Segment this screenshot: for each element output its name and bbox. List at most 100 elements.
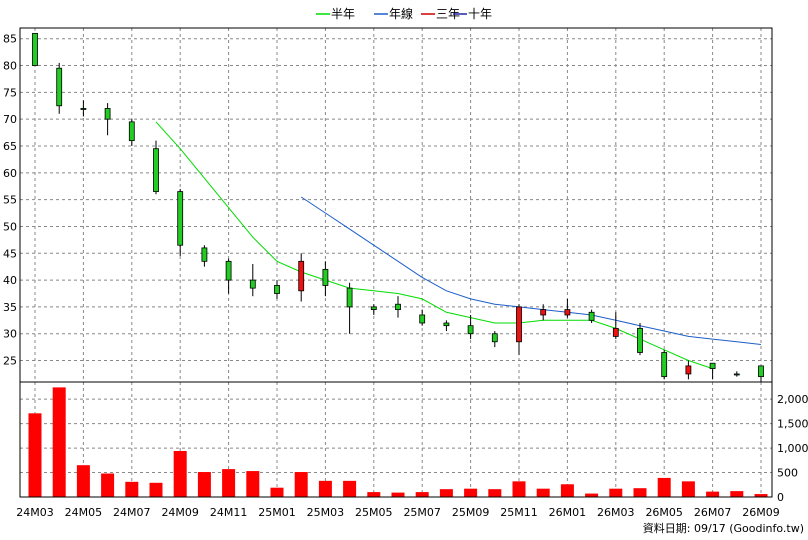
candle-9 xyxy=(249,264,256,297)
candle-body-10 xyxy=(274,285,280,294)
price-tick-label-12: 85 xyxy=(3,33,17,46)
x-tick-label-12: 26M03 xyxy=(597,506,635,519)
candle-17 xyxy=(443,320,450,332)
candle-13 xyxy=(346,282,353,334)
volume-bar-18 xyxy=(464,488,478,497)
volume-bar-15 xyxy=(391,492,405,497)
price-tick-label-3: 40 xyxy=(3,274,17,287)
price-tick-label-8: 65 xyxy=(3,140,17,153)
x-tick-labels: 24M03 24M05 24M07 24M09 24M11 25M01 25M03 25M05… xyxy=(16,506,780,519)
volume-bar-30 xyxy=(754,494,768,497)
price-y-tick-labels: 25 30 35 40 45 50 55 60 65 70 75 80 85 xyxy=(3,33,17,368)
price-tick-label-11: 80 xyxy=(3,60,17,73)
x-tick-label-6: 25M03 xyxy=(307,506,345,519)
candle-14 xyxy=(370,304,377,315)
volume-bar-26 xyxy=(657,477,671,497)
x-tick-label-10: 25M11 xyxy=(500,506,538,519)
candle-body-6 xyxy=(177,191,184,246)
candle-body-25 xyxy=(637,327,643,353)
volume-tick-label-3: 1,500 xyxy=(777,418,808,431)
volume-bar-24 xyxy=(609,488,623,497)
x-tick-label-4: 24M11 xyxy=(210,506,248,519)
candle-body-16 xyxy=(419,314,426,324)
volume-bar-22 xyxy=(560,484,574,497)
legend-label-0: 半年 xyxy=(331,7,355,21)
volume-bar-21 xyxy=(536,488,550,497)
candle-21 xyxy=(540,304,547,321)
x-tick-label-13: 26M05 xyxy=(645,506,683,519)
candle-body-9 xyxy=(249,279,256,289)
candle-body-13 xyxy=(346,287,353,308)
candle-24 xyxy=(612,312,619,340)
volume-bars xyxy=(28,387,768,497)
x-tick-label-8: 25M07 xyxy=(403,506,441,519)
x-tick-label-2: 24M07 xyxy=(113,506,151,519)
candle-11 xyxy=(298,253,305,302)
candle-body-0 xyxy=(32,32,38,66)
volume-bar-25 xyxy=(633,488,647,497)
volume-bar-6 xyxy=(173,451,187,497)
candle-body-12 xyxy=(322,268,329,286)
volume-bar-11 xyxy=(294,472,308,497)
candle-27 xyxy=(685,360,692,380)
candle-body-7 xyxy=(201,247,208,262)
volume-bar-7 xyxy=(197,472,211,497)
volume-bar-19 xyxy=(488,489,502,497)
candle-10 xyxy=(274,280,280,299)
candle-5 xyxy=(153,140,159,195)
x-tick-label-7: 25M05 xyxy=(355,506,393,519)
ma-line-1 xyxy=(300,196,762,345)
candle-28 xyxy=(709,362,716,380)
price-tick-label-6: 55 xyxy=(3,194,17,207)
candle-6 xyxy=(177,188,184,256)
legend-label-1: 年線 xyxy=(389,6,413,21)
candle-body-4 xyxy=(128,121,135,142)
x-tick-label-14: 26M07 xyxy=(694,506,732,519)
candle-body-30 xyxy=(758,365,764,378)
volume-bar-29 xyxy=(730,491,744,497)
volume-bar-3 xyxy=(101,473,115,497)
volume-bar-0 xyxy=(28,413,42,497)
candle-body-18 xyxy=(467,325,474,335)
data-date-footer: 資料日期: 09/17 (Goodinfo.tw) xyxy=(643,521,804,535)
volume-grid xyxy=(20,382,772,497)
candle-body-26 xyxy=(661,352,668,378)
price-grid xyxy=(20,28,772,382)
volume-bar-23 xyxy=(585,493,599,497)
candle-0 xyxy=(32,32,38,66)
x-tick-label-0: 24M03 xyxy=(16,506,54,519)
candle-body-8 xyxy=(225,260,232,281)
candle-body-3 xyxy=(104,108,111,120)
volume-bar-14 xyxy=(367,492,381,497)
candle-3 xyxy=(104,103,111,136)
candle-body-21 xyxy=(540,309,547,316)
candle-16 xyxy=(419,309,426,326)
volume-bar-8 xyxy=(222,469,236,497)
candle-body-22 xyxy=(564,309,571,316)
moving-average-lines xyxy=(155,121,762,370)
candle-23 xyxy=(588,309,595,323)
candle-22 xyxy=(564,298,571,318)
volume-tick-label-4: 2,000 xyxy=(777,393,808,406)
candle-body-1 xyxy=(56,67,63,107)
x-tick-label-15: 26M09 xyxy=(742,506,780,519)
volume-bar-27 xyxy=(681,481,695,497)
volume-bar-13 xyxy=(343,480,357,497)
ma-line-0 xyxy=(155,121,713,370)
volume-bar-1 xyxy=(52,387,66,497)
volume-bar-28 xyxy=(706,491,720,497)
price-tick-label-0: 25 xyxy=(3,355,17,368)
legend-label-2: 三年 xyxy=(436,7,460,21)
candle-29 xyxy=(733,371,740,377)
legend: 半年 年線 三年 十年 xyxy=(316,6,492,21)
candlesticks xyxy=(32,32,764,382)
candle-4 xyxy=(128,119,135,146)
volume-panel-border xyxy=(19,381,773,498)
x-tick-label-5: 25M01 xyxy=(258,506,296,519)
volume-bar-12 xyxy=(318,480,332,497)
candle-30 xyxy=(758,365,764,382)
candle-7 xyxy=(201,245,208,267)
candle-body-20 xyxy=(516,306,522,343)
candle-15 xyxy=(395,296,401,318)
